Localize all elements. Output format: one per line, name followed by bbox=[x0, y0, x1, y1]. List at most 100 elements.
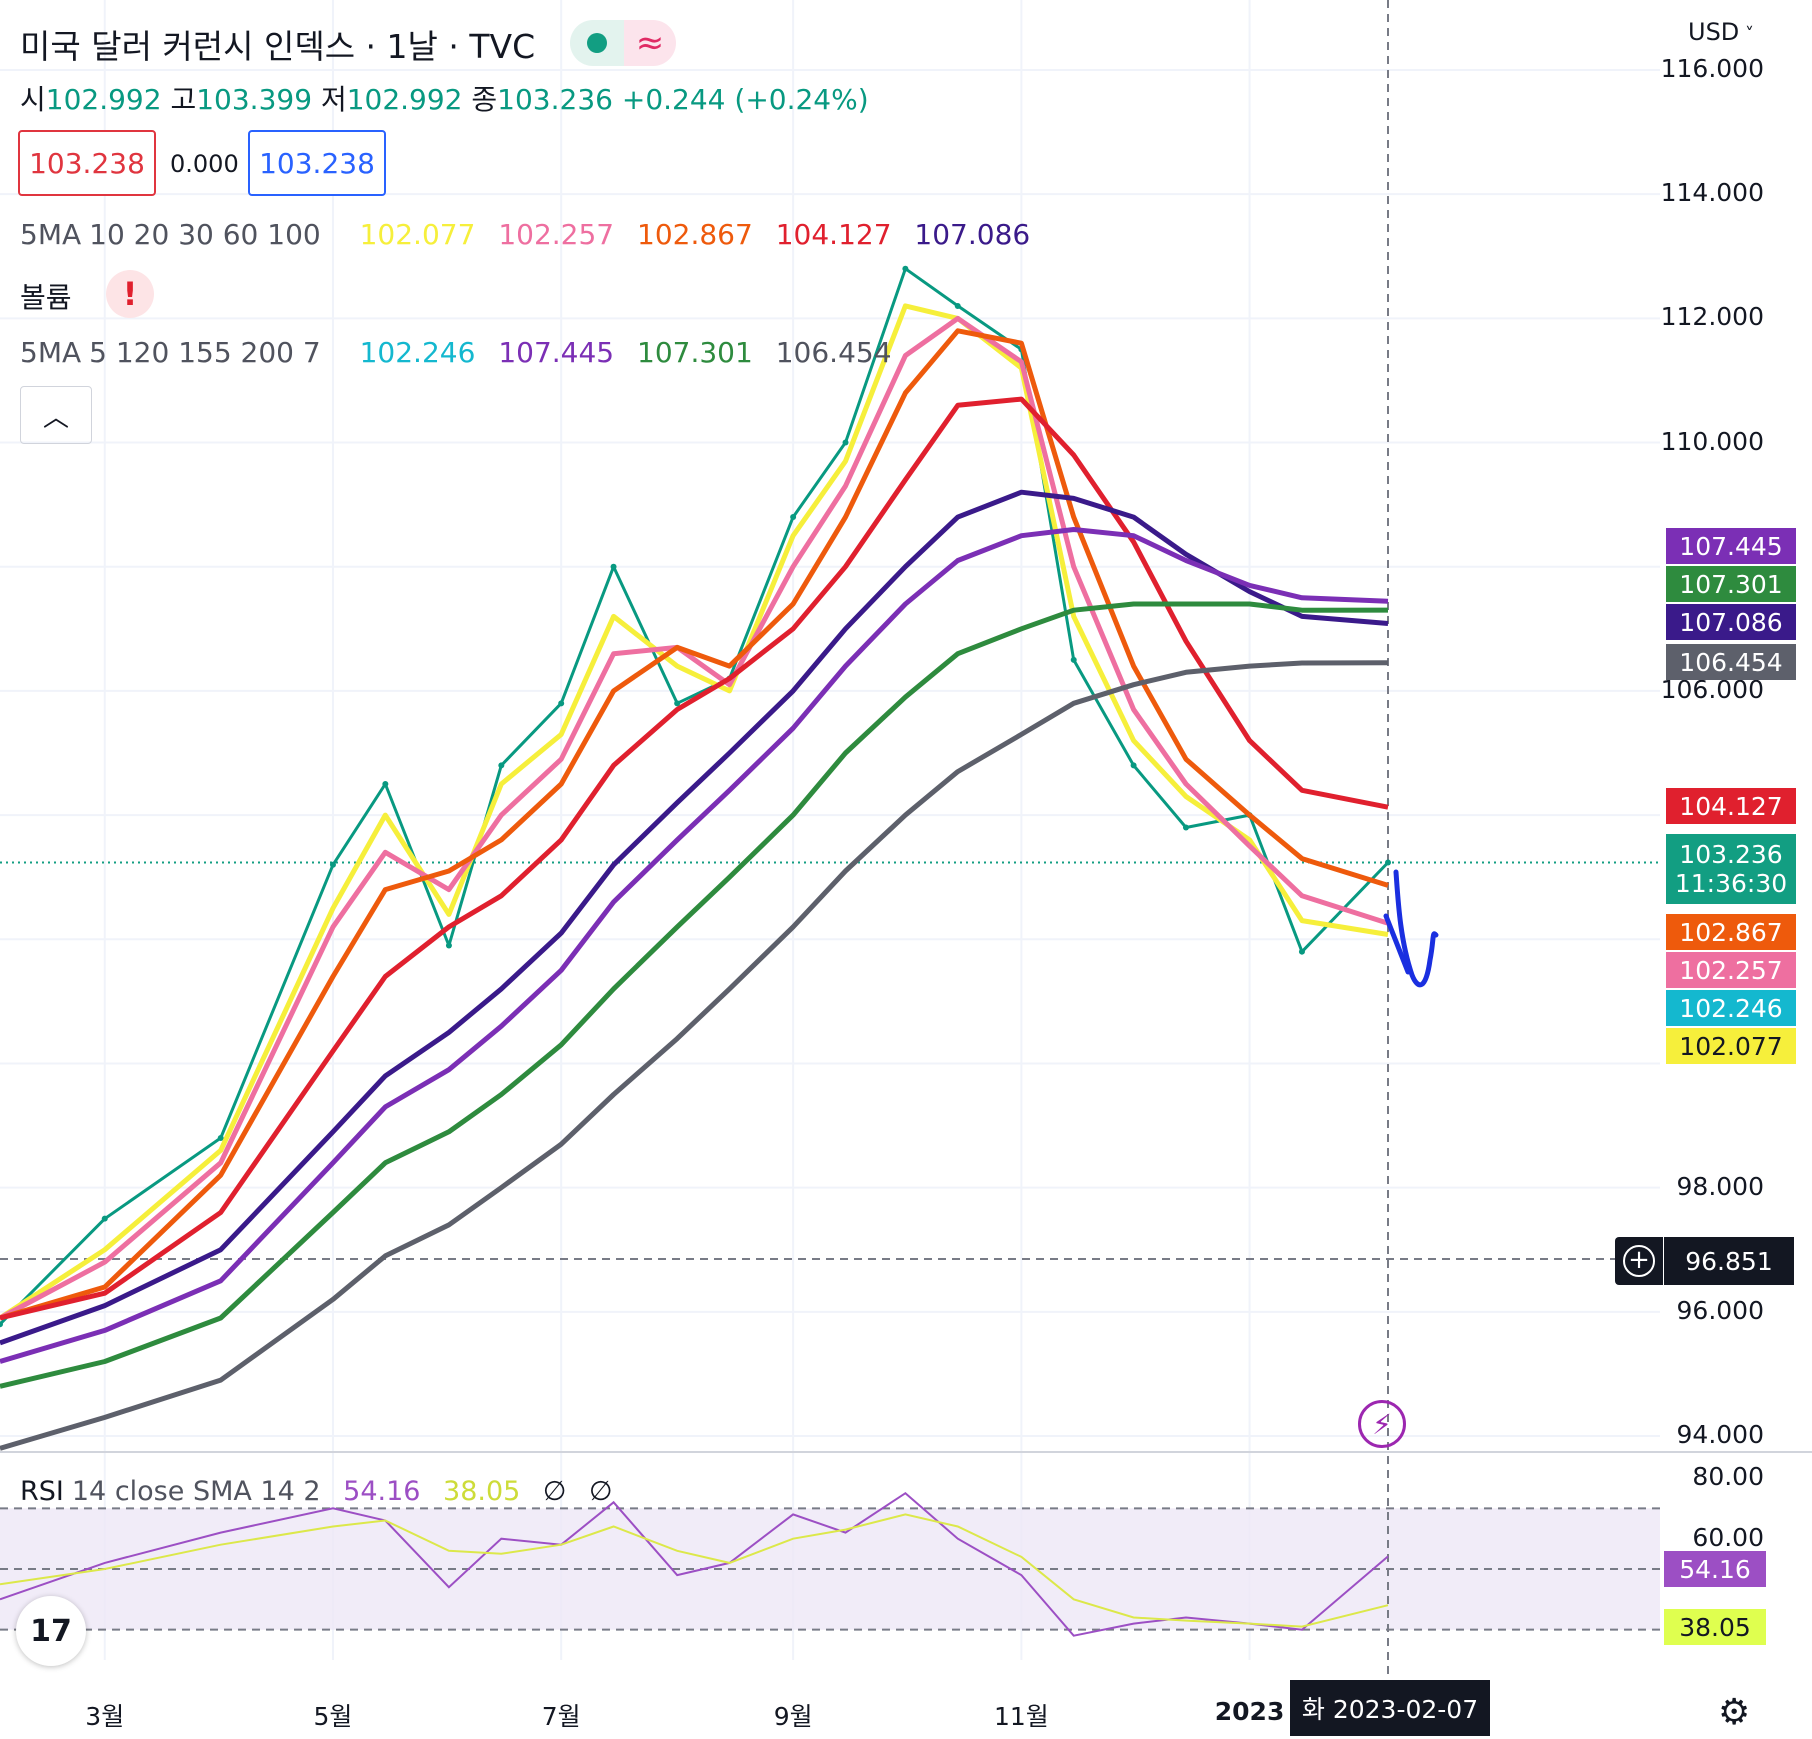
rsi-line bbox=[0, 1491, 1389, 1637]
price-point bbox=[1182, 824, 1189, 831]
series-ma155 bbox=[0, 601, 1389, 1389]
ma20-value: 102.257 bbox=[498, 218, 615, 251]
time-tick: 9월 bbox=[773, 1702, 813, 1731]
price-point bbox=[902, 265, 909, 272]
ma5-value: 102.246 bbox=[359, 336, 476, 369]
rsi-sma-line bbox=[0, 1513, 1389, 1628]
rsi-sma-badge-value: 38.05 bbox=[1664, 1609, 1766, 1645]
open-label: 시 bbox=[20, 83, 46, 116]
chevron-up-icon: ︿ bbox=[42, 402, 69, 433]
price-tick: 96.000 bbox=[1676, 1295, 1764, 1325]
tv-logo-icon: 17 bbox=[30, 1613, 72, 1649]
series-ma200 bbox=[0, 660, 1389, 1451]
badge-price: 103.236 bbox=[1679, 840, 1783, 869]
ma100-value: 107.086 bbox=[914, 218, 1031, 251]
volume-legend[interactable]: 볼륨 bbox=[20, 276, 86, 316]
annotation-arrow bbox=[1383, 913, 1411, 975]
price-badge: 107.086 bbox=[1666, 604, 1796, 640]
series-ma60 bbox=[0, 396, 1389, 1321]
ma-legend-1[interactable]: 5MA 10 20 30 60 100 102.077 102.257 102.8… bbox=[20, 218, 1044, 251]
ma-legend-2[interactable]: 5MA 5 120 155 200 7 102.246 107.445 107.3… bbox=[20, 336, 906, 369]
series-ma120 bbox=[0, 527, 1389, 1364]
high-label: 고 bbox=[170, 83, 197, 116]
price-point bbox=[1298, 948, 1305, 955]
price-tick: 110.000 bbox=[1660, 426, 1764, 456]
delayed-data-icon[interactable]: ≈ bbox=[624, 20, 676, 66]
time-tick: 3월 bbox=[85, 1702, 125, 1731]
collapse-legend-button[interactable]: ︿ bbox=[20, 386, 92, 444]
ma200-value: 106.454 bbox=[775, 336, 892, 369]
series-ma10 bbox=[0, 303, 1389, 1321]
price-point bbox=[329, 861, 336, 868]
price-point bbox=[610, 563, 617, 570]
series-ma30 bbox=[0, 328, 1389, 1321]
price-badge: 104.127 bbox=[1666, 788, 1796, 824]
close-value: 103.236 bbox=[497, 83, 613, 116]
price-point bbox=[790, 514, 797, 521]
ma2-name: 5MA bbox=[20, 336, 82, 369]
series-price bbox=[0, 267, 1390, 1326]
price-badge: 102.257 bbox=[1666, 952, 1796, 988]
ma155-value: 107.301 bbox=[637, 336, 753, 369]
volume-label: 볼륨 bbox=[20, 281, 72, 314]
crosshair-date-label: 화 2023-02-07 bbox=[1290, 1680, 1490, 1736]
price-badge: 103.236 11:36:30 bbox=[1666, 834, 1796, 904]
series-ma100 bbox=[0, 489, 1389, 1346]
price-badge: 107.301 bbox=[1666, 566, 1796, 602]
rsi-badge-value: 54.16 bbox=[1664, 1551, 1766, 1587]
ma60-value: 104.127 bbox=[775, 218, 892, 251]
price-point bbox=[101, 1215, 108, 1222]
price-point bbox=[382, 781, 389, 788]
price-badge: 102.867 bbox=[1666, 914, 1796, 950]
rsi-tick: 80.00 bbox=[1692, 1462, 1764, 1491]
sell-price: 103.238 bbox=[29, 146, 145, 180]
add-alert-button[interactable]: + bbox=[1615, 1237, 1663, 1285]
price-point bbox=[1130, 762, 1137, 769]
rsi-sma-value: 38.05 bbox=[443, 1476, 521, 1507]
price-tick: 114.000 bbox=[1660, 178, 1764, 208]
symbol-title: 미국 달러 커런시 인덱스 · 1날 · TVC bbox=[20, 27, 536, 66]
chevron-down-icon: ˅ bbox=[1739, 24, 1755, 45]
rsi-tick: 60.00 bbox=[1692, 1522, 1764, 1552]
rsi-label: RSI bbox=[20, 1476, 64, 1507]
rsi-params: 14 close SMA 14 2 bbox=[71, 1476, 321, 1507]
price-tick: 112.000 bbox=[1660, 302, 1764, 332]
settings-gear-icon[interactable]: ⚙ bbox=[1718, 1692, 1751, 1733]
warning-icon[interactable]: ! bbox=[106, 270, 154, 318]
flash-event-icon[interactable]: ⚡ bbox=[1358, 1400, 1406, 1448]
rsi-value: 54.16 bbox=[343, 1476, 421, 1507]
ma1-name: 5MA bbox=[20, 218, 82, 251]
ma120-value: 107.445 bbox=[498, 336, 615, 369]
price-point bbox=[0, 1321, 3, 1328]
change-value: +0.244 (+0.24%) bbox=[621, 83, 869, 116]
price-point bbox=[674, 700, 681, 707]
price-point bbox=[445, 942, 452, 949]
time-tick: 7월 bbox=[541, 1702, 581, 1731]
price-badge: 107.445 bbox=[1666, 528, 1796, 564]
crosshair-price-label: 96.851 bbox=[1664, 1237, 1794, 1285]
ma1-params: 10 20 30 60 100 bbox=[89, 218, 321, 251]
price-tick: 98.000 bbox=[1676, 1171, 1764, 1201]
price-badge: 106.454 bbox=[1666, 644, 1796, 680]
sell-button[interactable]: 103.238 bbox=[18, 130, 156, 196]
rsi-legend[interactable]: RSI 14 close SMA 14 2 54.16 38.05 ∅ ∅ bbox=[20, 1476, 627, 1507]
low-value: 102.992 bbox=[346, 83, 463, 116]
price-point bbox=[217, 1134, 224, 1141]
close-label: 종 bbox=[471, 83, 498, 116]
time-tick: 11월 bbox=[993, 1702, 1049, 1731]
buy-price: 103.238 bbox=[259, 146, 375, 180]
market-status-dot[interactable] bbox=[570, 20, 624, 66]
hidden-value-icon-1: ∅ bbox=[542, 1476, 567, 1507]
price-tick: 116.000 bbox=[1660, 54, 1764, 83]
currency-selector[interactable]: USD ˅ bbox=[1688, 18, 1754, 46]
time-tick: 2023 bbox=[1214, 1697, 1285, 1726]
tradingview-logo[interactable]: 17 bbox=[16, 1596, 86, 1666]
low-label: 저 bbox=[320, 83, 347, 116]
price-badge: 102.246 bbox=[1666, 990, 1796, 1026]
buy-button[interactable]: 103.238 bbox=[248, 130, 386, 196]
price-badge: 102.077 bbox=[1666, 1028, 1796, 1064]
ma2-params: 5 120 155 200 7 bbox=[89, 336, 321, 369]
price-point bbox=[954, 302, 961, 309]
